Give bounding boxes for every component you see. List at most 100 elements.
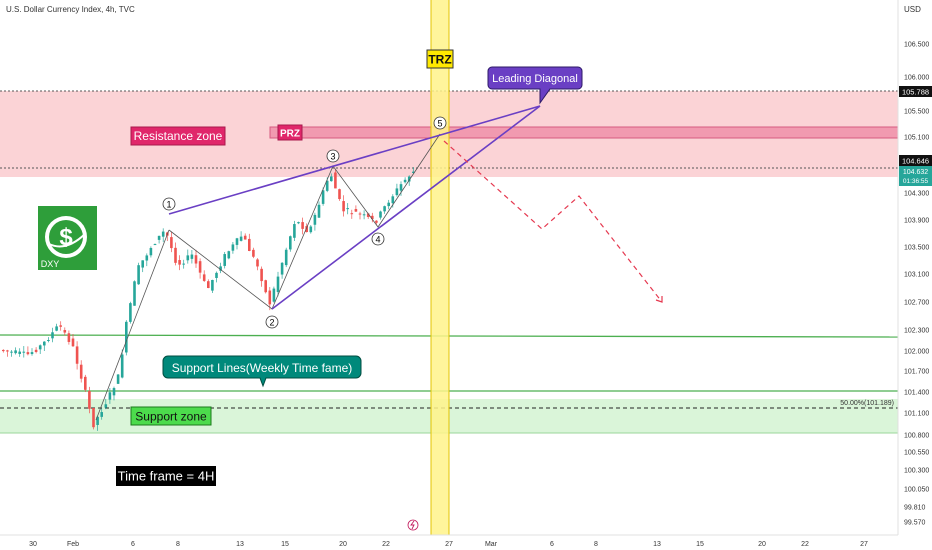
candle-body bbox=[26, 352, 30, 355]
fib-label: 50.00%(101.189) bbox=[840, 400, 894, 407]
dxy-logo: $ DXY bbox=[38, 206, 97, 270]
price-tick-label: 99.810 bbox=[904, 505, 926, 512]
time-tick-label: 30 bbox=[29, 541, 37, 548]
price-tick-label: 100.300 bbox=[904, 468, 929, 475]
candle-body bbox=[227, 251, 231, 259]
price-axis[interactable]: 106.500 106.000 105.500 105.100 104.300 103.9… bbox=[904, 42, 929, 527]
svg-text:3: 3 bbox=[330, 152, 335, 162]
wave-marker-3[interactable]: 3 bbox=[326, 149, 340, 163]
candle-body bbox=[6, 350, 9, 352]
svg-text:Support zone: Support zone bbox=[135, 410, 207, 424]
wave-marker-4[interactable]: 4 bbox=[371, 232, 385, 246]
candle-body bbox=[30, 352, 34, 355]
candle-body bbox=[207, 281, 210, 289]
candle-body bbox=[346, 208, 349, 210]
candle-body bbox=[116, 374, 120, 384]
candle-body bbox=[276, 276, 280, 292]
candle-body bbox=[63, 330, 67, 333]
candle-body bbox=[84, 376, 87, 390]
candle-body bbox=[178, 260, 181, 265]
svg-text:4: 4 bbox=[375, 235, 380, 245]
projection-path bbox=[443, 140, 663, 303]
price-tick-label: 106.000 bbox=[904, 75, 929, 82]
svg-text:5: 5 bbox=[437, 119, 442, 129]
candle-body bbox=[358, 213, 362, 215]
wave-marker-5[interactable]: 5 bbox=[433, 116, 447, 130]
price-tick-label: 106.500 bbox=[904, 42, 929, 49]
time-tick-label: 22 bbox=[801, 541, 809, 548]
currency-label: USD bbox=[904, 5, 921, 14]
time-tick-label: Feb bbox=[67, 541, 79, 548]
trz-label[interactable]: TRZ bbox=[426, 49, 454, 69]
svg-text:2: 2 bbox=[269, 318, 274, 328]
candle-body bbox=[157, 235, 161, 240]
time-tick-label: Mar bbox=[485, 541, 498, 548]
support-zone-label[interactable]: Support zone bbox=[130, 406, 212, 426]
candle-body bbox=[88, 390, 91, 409]
candle-body bbox=[2, 349, 5, 352]
candle-body bbox=[92, 408, 95, 428]
candle-body bbox=[248, 238, 251, 251]
candle-body bbox=[161, 231, 165, 237]
candle-body bbox=[375, 220, 378, 223]
candle-body bbox=[243, 235, 247, 240]
prz-band bbox=[269, 126, 899, 139]
candle-body bbox=[51, 332, 54, 339]
svg-text:$: $ bbox=[59, 224, 73, 251]
svg-text:Leading Diagonal: Leading Diagonal bbox=[492, 73, 578, 85]
time-tick-label: 27 bbox=[860, 541, 868, 548]
candle-body bbox=[22, 351, 26, 353]
support-lines-callout[interactable]: Support Lines(Weekly Time fame) bbox=[162, 355, 362, 388]
candle-body bbox=[391, 196, 395, 204]
candle-body bbox=[198, 261, 202, 273]
candle-body bbox=[305, 226, 308, 233]
candle-body bbox=[252, 249, 255, 257]
candle-body bbox=[215, 272, 218, 278]
candle-body bbox=[182, 263, 185, 265]
candle-body bbox=[133, 281, 136, 306]
wave-marker-1[interactable]: 1 bbox=[162, 197, 176, 211]
leading-diagonal-callout[interactable]: Leading Diagonal bbox=[487, 66, 583, 105]
lightning-icon[interactable] bbox=[407, 519, 419, 531]
price-label-high: 105.788 bbox=[899, 86, 932, 97]
price-tick-label: 101.400 bbox=[904, 390, 929, 397]
candle-body bbox=[125, 321, 128, 353]
candle-body bbox=[395, 188, 399, 196]
candle-body bbox=[75, 346, 79, 364]
time-axis[interactable]: 30 Feb 6 8 13 15 20 22 27 Mar 6 8 13 15 20 22 27 bbox=[29, 541, 868, 548]
candle-body bbox=[108, 392, 112, 400]
time-tick-label: 13 bbox=[653, 541, 661, 548]
price-tick-label: 100.050 bbox=[904, 487, 929, 494]
candle-body bbox=[219, 266, 222, 271]
candle-body bbox=[342, 201, 345, 212]
price-tick-label: 102.000 bbox=[904, 349, 929, 356]
resistance-zone-label[interactable]: Resistance zone bbox=[130, 126, 226, 146]
svg-text:01:36:55: 01:36:55 bbox=[903, 178, 929, 185]
candle-body bbox=[104, 404, 108, 408]
wave-marker-2[interactable]: 2 bbox=[265, 315, 279, 329]
price-label-last: 104.632 01:36:55 bbox=[899, 166, 932, 186]
candle-body bbox=[79, 364, 83, 379]
candle-body bbox=[149, 248, 153, 256]
time-tick-label: 15 bbox=[281, 541, 289, 548]
candle-body bbox=[350, 213, 354, 215]
prz-label[interactable]: PRZ bbox=[277, 124, 303, 141]
candle-body bbox=[186, 255, 190, 261]
candle-body bbox=[100, 412, 103, 417]
candle-body bbox=[338, 189, 341, 200]
candle-body bbox=[268, 290, 272, 305]
candle-body bbox=[137, 265, 140, 285]
candle-body bbox=[313, 214, 317, 225]
candle-body bbox=[47, 340, 50, 342]
time-tick-label: 8 bbox=[594, 541, 598, 548]
candle-body bbox=[301, 222, 304, 229]
candle-body bbox=[260, 268, 263, 282]
symbol-title: U.S. Dollar Currency Index, 4h, TVC bbox=[6, 5, 135, 14]
price-label-current: 104.646 bbox=[899, 155, 932, 166]
price-tick-label: 100.550 bbox=[904, 450, 929, 457]
candle-body bbox=[334, 172, 337, 189]
timeframe-label[interactable]: Time frame = 4H bbox=[116, 466, 216, 486]
candle-body bbox=[190, 254, 194, 259]
